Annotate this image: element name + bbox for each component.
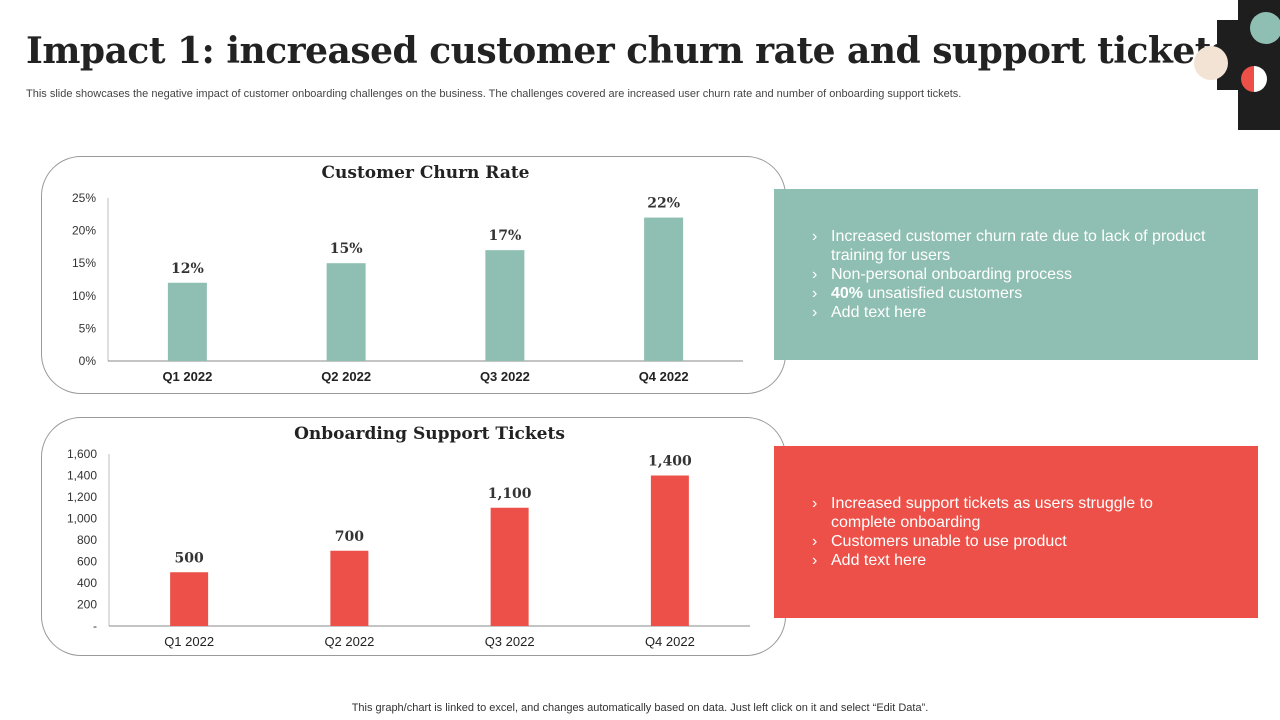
chevron-right-icon: › [812, 266, 818, 283]
footer-note: This graph/chart is linked to excel, and… [351, 702, 929, 714]
data-label: 17% [488, 228, 521, 244]
data-label: 1,100 [488, 486, 532, 502]
y-tick-label: - [93, 619, 97, 633]
chevron-right-icon: › [812, 495, 818, 512]
chevron-right-icon: › [812, 533, 818, 550]
y-tick-label: 5% [79, 321, 97, 335]
insight-item: › Non-personal onboarding process [812, 266, 1073, 283]
y-tick-label: 800 [77, 533, 97, 547]
y-tick-label: 10% [72, 289, 96, 303]
y-tick-label: 20% [72, 224, 96, 238]
insight-item: › Customers unable to use product [812, 533, 1067, 550]
bar [167, 282, 207, 361]
chevron-right-icon: › [812, 552, 818, 569]
support-tickets-chart[interactable]: Onboarding Support Tickets - 200 400 600 800 1… [42, 418, 787, 657]
y-tick-label: 600 [77, 555, 97, 569]
data-label: 22% [647, 196, 680, 212]
y-tick-label: 15% [72, 256, 96, 270]
chevron-right-icon: › [812, 228, 818, 245]
data-label: 12% [171, 261, 204, 277]
deco-white-half-circle [1254, 66, 1267, 92]
page-title: Impact 1: increased customer churn rate … [26, 30, 1231, 72]
x-tick-label: Q3 2022 [485, 634, 535, 649]
bar [485, 250, 525, 361]
support-tickets-chart-card[interactable]: Onboarding Support Tickets - 200 400 600 800 1… [41, 417, 786, 656]
y-tick-label: 1,400 [67, 469, 97, 483]
deco-red-half-circle [1241, 66, 1254, 92]
y-tick-label: 1,000 [67, 512, 97, 526]
insight-item: › Add text here [812, 304, 927, 321]
x-tick-label: Q4 2022 [645, 634, 695, 649]
bar [170, 572, 209, 626]
insight-item: › Increased support tickets as users stru… [812, 495, 1153, 531]
x-tick-label: Q2 2022 [324, 634, 374, 649]
x-tick-label: Q3 2022 [480, 369, 530, 384]
data-label: 1,400 [648, 454, 692, 470]
x-tick-label: Q2 2022 [321, 369, 371, 384]
churn-rate-chart-card[interactable]: Customer Churn Rate 0% 5% 10% 15% 20% 25% 12% Q1… [41, 156, 786, 394]
y-tick-label: 0% [79, 354, 97, 368]
page-subtitle: This slide showcases the negative impact… [26, 88, 962, 100]
deco-teal-circle [1250, 12, 1280, 44]
chevron-right-icon: › [812, 304, 818, 321]
x-tick-label: Q4 2022 [639, 369, 689, 384]
chart-title: Customer Churn Rate [321, 163, 529, 183]
x-tick-label: Q1 2022 [164, 634, 214, 649]
tickets-insights-box: › Increased support tickets as users stru… [774, 446, 1258, 618]
chart-title: Onboarding Support Tickets [294, 424, 565, 444]
churn-insights-box: › Increased customer churn rate due to la… [774, 189, 1258, 360]
insight-item: › 40% unsatisfied customers [812, 285, 1023, 302]
y-tick-label: 1,600 [67, 447, 97, 461]
y-tick-label: 1,200 [67, 490, 97, 504]
data-label: 700 [335, 529, 364, 545]
bar [490, 507, 529, 626]
chevron-right-icon: › [812, 285, 818, 302]
churn-insights-list: › Increased customer churn rate due to la… [812, 227, 1218, 322]
y-tick-label: 200 [77, 598, 97, 612]
insight-item: › Add text here [812, 552, 927, 569]
x-tick-label: Q1 2022 [162, 369, 212, 384]
y-tick-label: 400 [77, 576, 97, 590]
data-label: 500 [175, 550, 204, 566]
bar [330, 550, 369, 626]
churn-rate-chart[interactable]: Customer Churn Rate 0% 5% 10% 15% 20% 25% 12% Q1… [42, 157, 787, 395]
decorative-shapes [1194, 0, 1280, 130]
bar [644, 217, 684, 361]
data-label: 15% [330, 241, 363, 257]
bar [326, 263, 366, 361]
deco-beige-circle [1194, 46, 1228, 80]
y-tick-label: 25% [72, 191, 96, 205]
insight-item: › Increased customer churn rate due to la… [812, 228, 1206, 264]
tickets-insights-list: › Increased support tickets as users stru… [812, 494, 1218, 570]
bar [650, 475, 689, 626]
